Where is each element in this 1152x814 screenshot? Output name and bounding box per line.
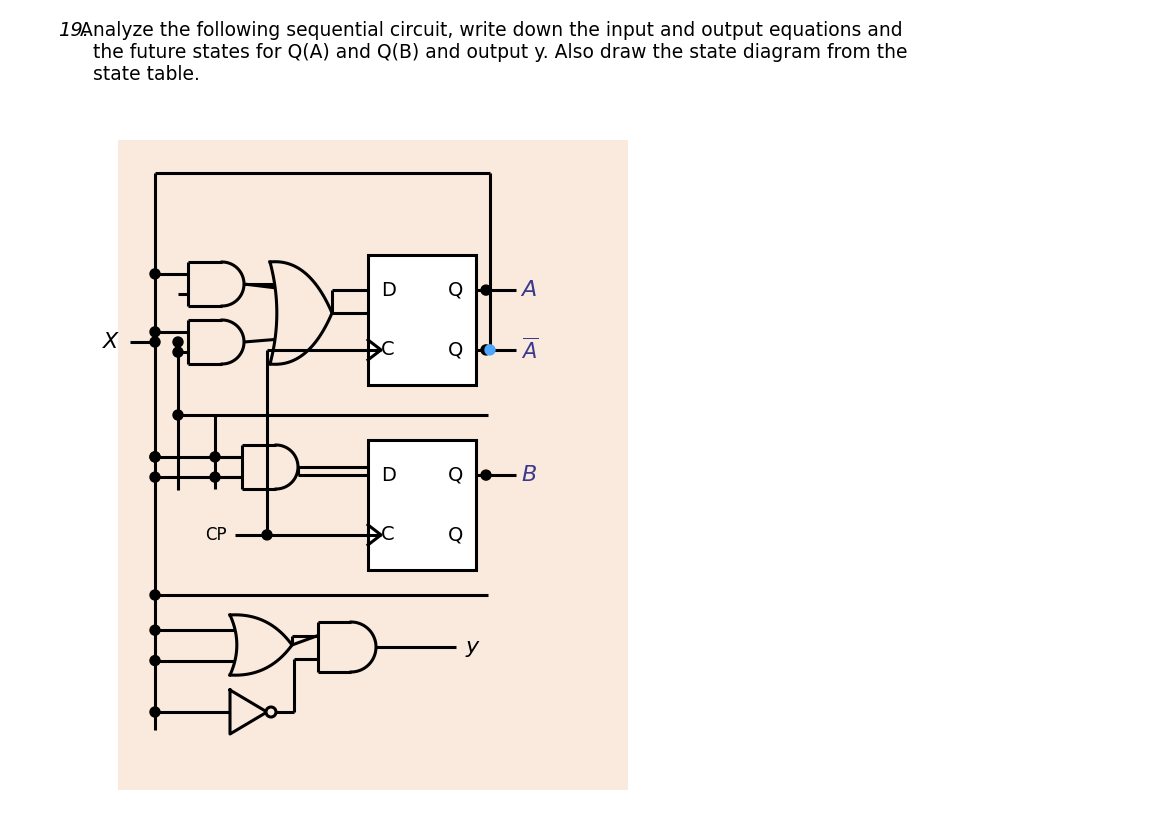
Circle shape	[210, 452, 220, 462]
Text: the future states for Q(A) and Q(B) and output y. Also draw the state diagram fr: the future states for Q(A) and Q(B) and …	[93, 42, 908, 62]
Text: D: D	[381, 466, 396, 484]
Circle shape	[482, 285, 491, 295]
Bar	[367, 440, 476, 570]
Circle shape	[150, 625, 160, 635]
Circle shape	[262, 530, 272, 540]
Circle shape	[173, 347, 183, 357]
Circle shape	[266, 707, 276, 717]
Bar	[118, 140, 628, 790]
Circle shape	[482, 470, 491, 480]
Bar	[367, 255, 476, 385]
Circle shape	[150, 269, 160, 279]
Circle shape	[485, 345, 495, 355]
Text: Q: Q	[448, 466, 463, 484]
Circle shape	[150, 472, 160, 482]
Circle shape	[173, 337, 183, 347]
Text: Q: Q	[448, 340, 463, 360]
Text: $\overline{A}$: $\overline{A}$	[521, 337, 538, 362]
Text: 19.: 19.	[58, 20, 89, 40]
Circle shape	[150, 337, 160, 347]
Text: Q: Q	[448, 281, 463, 300]
Text: C: C	[381, 340, 395, 360]
Text: A: A	[521, 280, 536, 300]
Text: CP: CP	[205, 526, 227, 544]
Text: C: C	[381, 525, 395, 545]
Circle shape	[210, 472, 220, 482]
Circle shape	[150, 327, 160, 337]
Text: state table.: state table.	[93, 64, 200, 84]
Circle shape	[482, 345, 491, 355]
Circle shape	[150, 452, 160, 462]
Text: y: y	[467, 637, 479, 657]
Circle shape	[150, 452, 160, 462]
Text: Analyze the following sequential circuit, write down the input and output equati: Analyze the following sequential circuit…	[79, 20, 903, 40]
Text: X: X	[103, 332, 118, 352]
Circle shape	[150, 655, 160, 666]
Text: D: D	[381, 281, 396, 300]
Text: B: B	[521, 465, 536, 485]
Text: Q: Q	[448, 525, 463, 545]
Circle shape	[173, 410, 183, 420]
Circle shape	[150, 590, 160, 600]
Circle shape	[150, 707, 160, 717]
